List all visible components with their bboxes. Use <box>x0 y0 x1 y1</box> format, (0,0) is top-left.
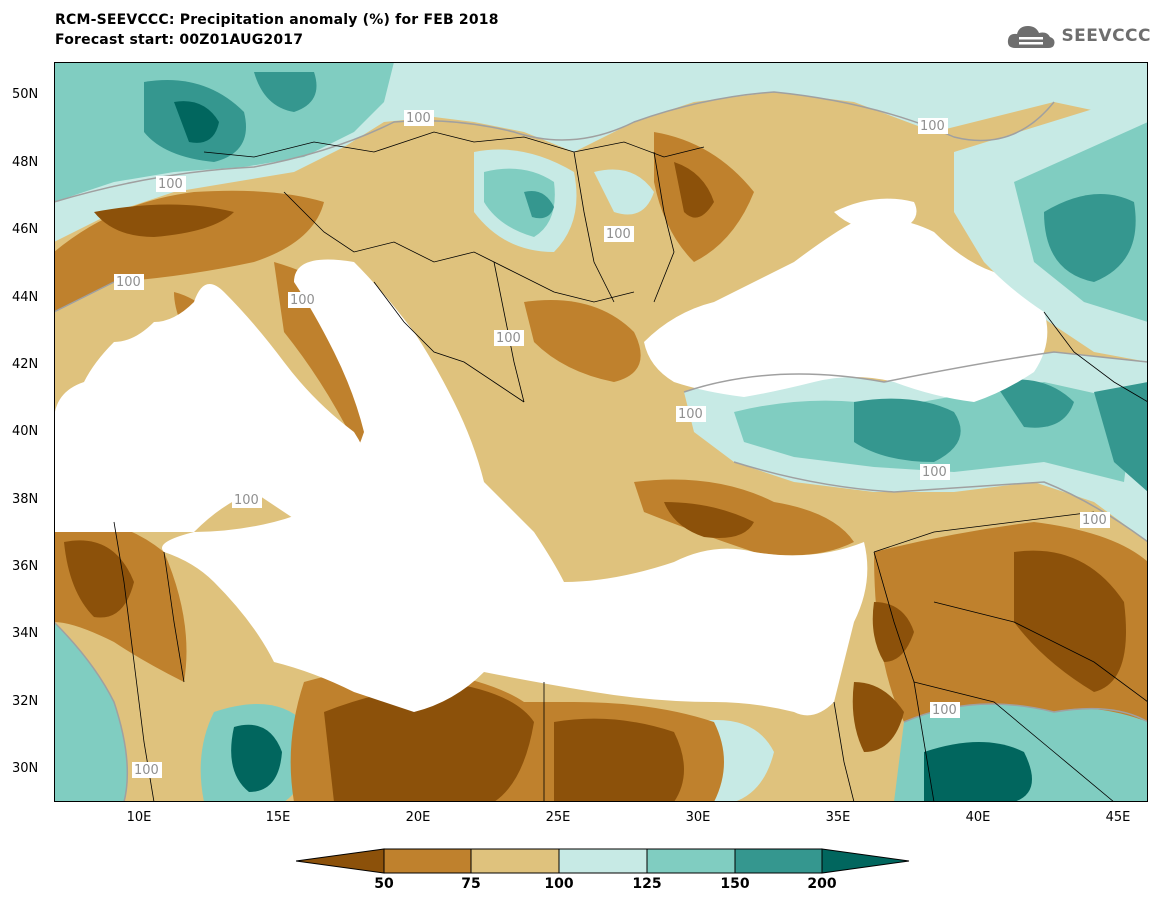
contour-label: 100 <box>1082 513 1107 528</box>
lon-label: 25E <box>545 810 571 825</box>
colorbar-segment <box>646 848 736 874</box>
colorbar-segment <box>821 848 910 874</box>
lon-label: 15E <box>265 810 291 825</box>
contour-label: 100 <box>606 227 631 242</box>
contour-label: 100 <box>678 407 703 422</box>
contour-label: 100 <box>406 111 431 126</box>
contour-label: 100 <box>496 331 521 346</box>
colorbar-segment <box>296 848 385 874</box>
lat-label: 50N <box>12 87 39 102</box>
contour-label: 100 <box>234 493 259 508</box>
lon-label: 20E <box>405 810 431 825</box>
contour-label: 100 <box>920 119 945 134</box>
country-borders <box>113 131 1148 802</box>
lat-label: 44N <box>12 290 39 305</box>
colorbar-segment <box>383 848 472 874</box>
colorbar-segment <box>734 848 823 874</box>
lat-label: 34N <box>12 626 39 641</box>
lat-label: 38N <box>12 492 39 507</box>
lat-label: 46N <box>12 222 39 237</box>
colorbar <box>296 848 910 874</box>
contour-label: 100 <box>932 703 957 718</box>
logo-text: SEEVCCC <box>1061 26 1151 46</box>
contour-label: 100 <box>922 465 947 480</box>
lon-label: 35E <box>825 810 851 825</box>
colorbar-tick-label: 100 <box>544 876 574 892</box>
lon-label: 10E <box>126 810 152 825</box>
lat-label: 48N <box>12 155 39 170</box>
lat-label: 36N <box>12 559 39 574</box>
lon-label: 40E <box>965 810 991 825</box>
colorbar-tick-label: 75 <box>461 876 481 892</box>
seevccc-logo: SEEVCCC <box>1005 22 1151 50</box>
cloud-icon <box>1008 26 1055 48</box>
precipitation-anomaly-map: 100 100 100 100 100 100 100 100 100 100 … <box>54 62 1148 802</box>
sea-mask <box>54 198 1048 716</box>
map-frame <box>54 62 1148 802</box>
colorbar-tick-label: 125 <box>632 876 662 892</box>
wet-regions-anatolia <box>684 352 1148 542</box>
lat-label: 32N <box>12 694 39 709</box>
colorbar-tick-label: 200 <box>807 876 837 892</box>
lat-label: 40N <box>12 424 39 439</box>
colorbar-tick-label: 150 <box>720 876 750 892</box>
map-title: RCM-SEEVCCC: Precipitation anomaly (%) f… <box>55 12 499 28</box>
colorbar-tick-label: 50 <box>374 876 394 892</box>
contour-label: 100 <box>116 275 141 290</box>
forecast-start-subtitle: Forecast start: 00Z01AUG2017 <box>55 32 304 48</box>
lon-label: 30E <box>685 810 711 825</box>
lat-label: 42N <box>12 357 39 372</box>
lon-label: 45E <box>1105 810 1131 825</box>
contour-label: 100 <box>158 177 183 192</box>
contour-label: 100 <box>134 763 159 778</box>
contour-label-group: 100 100 100 100 100 100 100 100 100 100 … <box>114 110 1110 778</box>
lat-label: 30N <box>12 761 39 776</box>
colorbar-segment <box>470 848 560 874</box>
colorbar-segment <box>558 848 648 874</box>
wet-regions-east <box>954 92 1148 362</box>
wet-regions <box>54 62 1148 252</box>
contour-label: 100 <box>290 293 315 308</box>
